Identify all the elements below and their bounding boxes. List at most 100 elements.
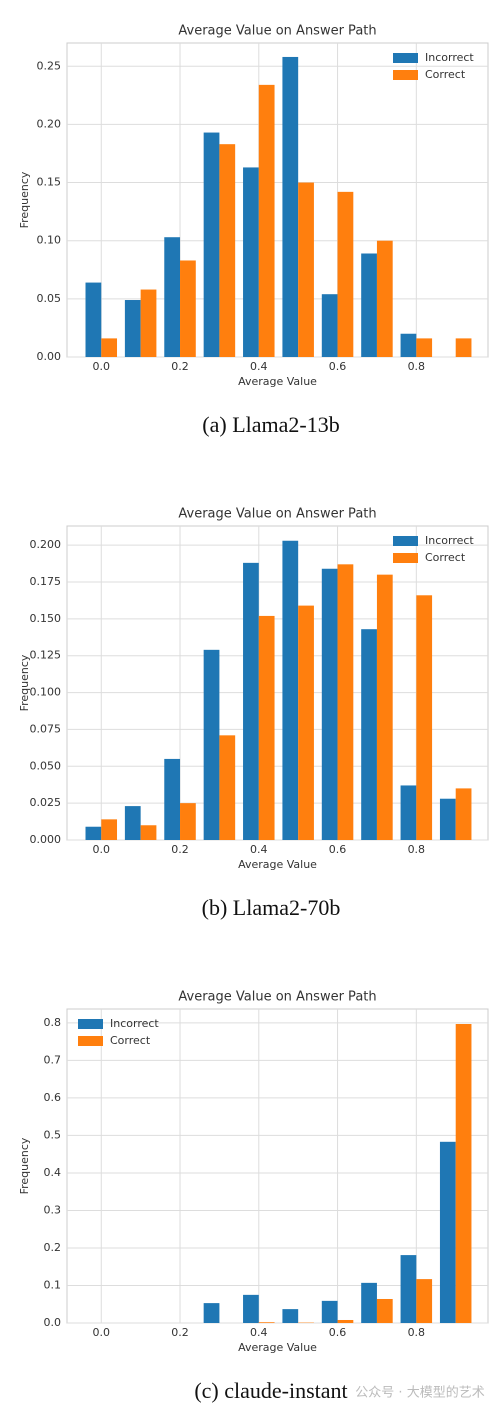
bar — [400, 333, 417, 357]
y-tick-label: 0.2 — [44, 1241, 62, 1254]
bar — [180, 260, 196, 357]
plot-area — [66, 1008, 489, 1324]
y-tick-label: 0.200 — [30, 538, 62, 551]
y-tick-label: 0.0 — [44, 1316, 62, 1329]
y-tick-label: 0.075 — [30, 722, 62, 735]
y-axis-label: Frequency — [18, 1137, 31, 1194]
bar — [337, 191, 354, 357]
bar — [282, 56, 299, 357]
x-tick-label: 0.0 — [93, 1326, 111, 1339]
legend-label: Correct — [425, 551, 466, 564]
x-tick-label: 0.8 — [408, 360, 426, 373]
bar — [243, 1294, 259, 1323]
y-tick-label: 0.15 — [37, 176, 62, 189]
legend-label: Incorrect — [425, 534, 474, 547]
bar — [203, 1303, 220, 1323]
y-tick-label: 0.4 — [44, 1166, 62, 1179]
bar — [140, 289, 157, 357]
x-tick-label: 0.6 — [329, 843, 347, 856]
bar — [439, 1141, 456, 1323]
x-tick-label: 0.0 — [93, 843, 111, 856]
chart: Average Value on Answer Path 0.000 0.025 0.… — [18, 507, 489, 920]
y-axis-label: Frequency — [18, 654, 31, 711]
x-tick-label: 0.4 — [250, 843, 268, 856]
bar — [101, 338, 118, 357]
y-tick-label: 0.10 — [37, 234, 62, 247]
bar — [337, 564, 354, 840]
bar — [243, 562, 259, 840]
y-tick-label: 0.025 — [30, 796, 62, 809]
x-axis-label: Average Value — [238, 375, 317, 388]
bar — [455, 1024, 472, 1323]
chart-title: Average Value on Answer Path — [178, 24, 376, 39]
chart: Average Value on Answer Path 0.00 0.05 0.10… — [18, 24, 489, 437]
caption: (c) claude-instant — [194, 1378, 347, 1403]
bar — [164, 758, 181, 840]
bar — [180, 803, 196, 840]
bar — [337, 1319, 354, 1323]
bar — [243, 167, 259, 357]
x-axis-label: Average Value — [238, 858, 317, 871]
y-tick-label: 0.05 — [37, 292, 62, 305]
bar — [376, 240, 393, 357]
y-tick-label: 0.175 — [30, 575, 62, 588]
y-tick-label: 0.5 — [44, 1128, 62, 1141]
bar — [219, 735, 236, 840]
bar — [258, 615, 275, 840]
bar — [416, 1279, 433, 1323]
bar — [124, 806, 141, 840]
bar — [203, 649, 220, 840]
bar — [400, 1255, 417, 1323]
y-tick-label: 0.1 — [44, 1278, 62, 1291]
y-tick-label: 0.25 — [37, 59, 62, 72]
y-tick-label: 0.6 — [44, 1091, 62, 1104]
y-tick-label: 0.8 — [44, 1016, 62, 1029]
legend-swatch — [78, 1036, 103, 1046]
x-tick-label: 0.6 — [329, 360, 347, 373]
bar — [258, 84, 275, 357]
y-tick-label: 0.100 — [30, 686, 62, 699]
chart-title: Average Value on Answer Path — [178, 507, 376, 522]
watermark: 公众号 · 大模型的艺术 — [355, 1385, 484, 1401]
bar — [124, 300, 141, 357]
bar — [361, 1282, 377, 1323]
bar — [321, 568, 338, 840]
bar — [282, 1309, 299, 1323]
legend-swatch — [393, 553, 418, 563]
bar — [361, 253, 377, 357]
x-tick-label: 0.2 — [171, 1326, 189, 1339]
legend-label: Correct — [110, 1034, 151, 1047]
caption: (b) Llama2-70b — [202, 895, 341, 920]
y-tick-label: 0.000 — [30, 833, 62, 846]
y-tick-label: 0.00 — [37, 350, 62, 363]
x-tick-label: 0.4 — [250, 1326, 268, 1339]
bar — [85, 826, 102, 840]
bar — [164, 237, 181, 357]
bar — [400, 785, 417, 840]
bar — [282, 540, 299, 840]
x-tick-label: 0.2 — [171, 360, 189, 373]
y-tick-label: 0.150 — [30, 612, 62, 625]
y-tick-label: 0.20 — [37, 117, 62, 130]
y-tick-label: 0.3 — [44, 1203, 62, 1216]
bar — [416, 338, 433, 357]
bar — [455, 338, 472, 357]
bar — [219, 144, 236, 357]
bar — [298, 605, 314, 840]
bar — [85, 282, 102, 357]
x-tick-label: 0.0 — [93, 360, 111, 373]
x-tick-label: 0.8 — [408, 1326, 426, 1339]
bar — [455, 788, 472, 840]
bar — [416, 595, 433, 840]
y-axis-label: Frequency — [18, 171, 31, 228]
bar — [321, 294, 338, 357]
bar — [376, 574, 393, 840]
chart: Average Value on Answer Path 0.0 0.1 0.2 0.3… — [18, 990, 489, 1403]
legend-swatch — [393, 70, 418, 80]
legend-swatch — [78, 1019, 103, 1029]
x-tick-label: 0.6 — [329, 1326, 347, 1339]
bar — [376, 1298, 393, 1323]
chart-title: Average Value on Answer Path — [178, 990, 376, 1005]
y-tick-label: 0.7 — [44, 1053, 62, 1066]
